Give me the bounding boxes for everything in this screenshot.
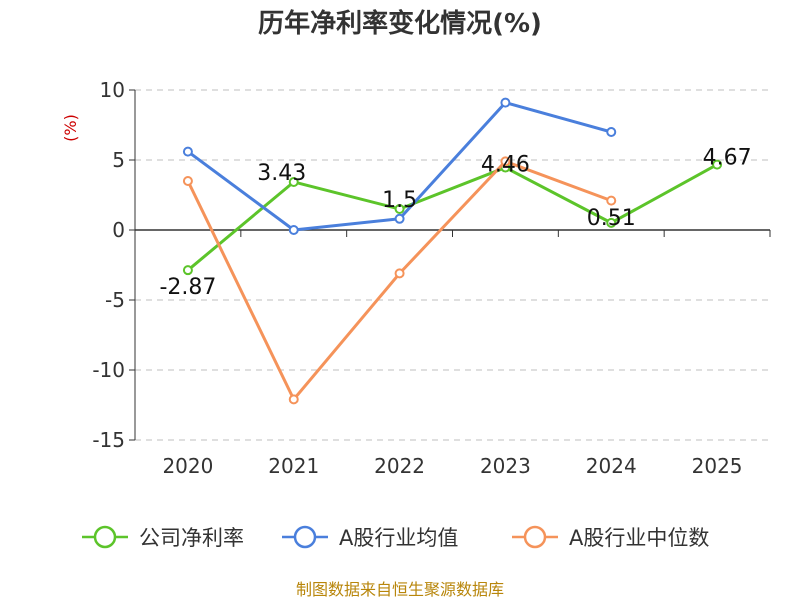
data-point[interactable] [288, 225, 299, 235]
legend-item[interactable]: A股行业均值 [282, 525, 458, 550]
y-tick-label: -5 [105, 288, 125, 312]
data-point[interactable] [606, 127, 617, 137]
data-point[interactable] [500, 97, 511, 108]
chart-title: 历年净利率变化情况(%) [258, 8, 542, 39]
legend-label: A股行业中位数 [569, 526, 709, 550]
legend-marker-icon [293, 525, 317, 549]
series-line [186, 163, 718, 272]
data-labels: -2.87 3.43 1.5 4.46 0.51 4.67 [159, 146, 751, 301]
data-point[interactable] [606, 217, 617, 228]
x-tick-label: 2022 [374, 454, 425, 478]
data-point[interactable] [182, 176, 193, 186]
y-tick-label: -15 [92, 428, 125, 452]
y-tick-label: -10 [92, 358, 125, 382]
data-point[interactable] [500, 156, 511, 167]
y-tick-labels: 10 5 0 -5 -10 -15 [92, 78, 125, 452]
data-point[interactable] [394, 204, 405, 214]
data-label: -2.87 [159, 275, 216, 300]
data-label: 1.5 [382, 188, 417, 213]
data-point[interactable] [712, 159, 723, 170]
x-tick-label: 2021 [268, 454, 319, 478]
data-point[interactable] [288, 394, 299, 405]
x-tick-label: 2025 [692, 454, 743, 478]
y-tick-label: 10 [100, 78, 125, 102]
legend[interactable]: 公司净利率 A股行业均值 A股行业中位数 [82, 525, 709, 550]
data-label: 3.43 [257, 161, 306, 186]
x-tick-label: 2024 [586, 454, 637, 478]
legend-item[interactable]: A股行业中位数 [512, 525, 709, 550]
data-point[interactable] [182, 146, 193, 157]
source-note: 制图数据来自恒生聚源数据库 [296, 580, 504, 599]
legend-label: A股行业均值 [339, 526, 458, 550]
legend-item[interactable]: 公司净利率 [82, 525, 244, 550]
data-point[interactable] [394, 268, 405, 279]
series-lines [182, 97, 723, 405]
x-tick-label: 2023 [480, 454, 531, 478]
legend-marker-icon [93, 525, 117, 549]
grid-lines [135, 89, 770, 441]
data-point[interactable] [394, 213, 405, 224]
data-point[interactable] [288, 176, 299, 187]
legend-marker-icon [523, 525, 547, 549]
data-point[interactable] [182, 265, 193, 276]
data-label: 0.51 [587, 206, 636, 231]
legend-label: 公司净利率 [139, 526, 244, 550]
y-tick-label: 0 [112, 218, 125, 242]
data-point[interactable] [606, 195, 617, 206]
y-axis-unit: (%) [61, 114, 80, 142]
data-label: 4.46 [481, 153, 530, 178]
axes [129, 89, 771, 441]
data-label: 4.67 [703, 146, 752, 171]
x-tick-label: 2020 [162, 454, 213, 478]
x-tick-labels: 2020 2021 2022 2023 2024 2025 [162, 454, 742, 478]
y-tick-label: 5 [112, 148, 125, 172]
